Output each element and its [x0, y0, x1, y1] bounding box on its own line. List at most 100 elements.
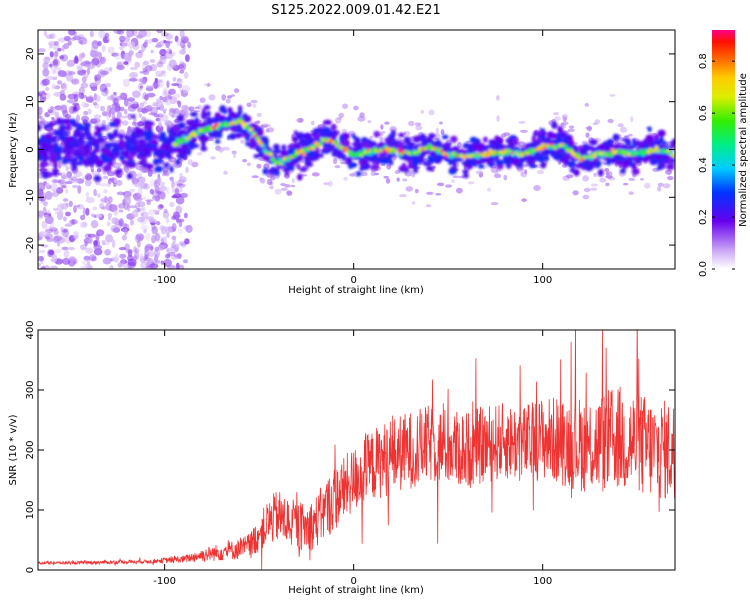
noise-blob	[145, 265, 153, 269]
halo-blob	[269, 185, 274, 190]
noise-blob	[59, 55, 65, 60]
band-blob	[96, 127, 102, 134]
noise-blob	[171, 222, 177, 232]
noise-blob	[156, 190, 162, 195]
noise-blob	[73, 171, 83, 178]
noise-blob	[144, 250, 150, 258]
noise-blob	[69, 219, 78, 225]
halo-blob	[475, 170, 483, 175]
band-blob	[540, 162, 547, 169]
noise-blob	[89, 30, 95, 38]
halo-blob	[270, 176, 276, 181]
spectrogram-ytick-label: 0	[25, 146, 36, 152]
halo-blob	[242, 159, 247, 163]
halo-blob	[617, 123, 624, 128]
noise-blob	[163, 258, 173, 267]
band-blob	[75, 161, 84, 166]
noise-blob	[71, 78, 80, 85]
band-blob	[503, 157, 512, 165]
halo-blob	[251, 175, 259, 179]
band-blob	[488, 139, 497, 145]
noise-blob	[86, 67, 91, 75]
noise-blob	[93, 93, 97, 101]
band-blob	[93, 175, 102, 182]
noise-blob	[179, 49, 187, 55]
noise-blob	[97, 40, 102, 47]
core-blob	[318, 141, 323, 146]
halo-blob	[521, 198, 527, 202]
noise-blob	[127, 249, 133, 257]
snr-xtick-label: 100	[533, 576, 552, 587]
band-blob	[651, 158, 658, 165]
halo-blob	[599, 178, 607, 183]
band-blob	[418, 151, 426, 159]
halo-blob	[644, 182, 651, 189]
noise-blob	[42, 94, 46, 98]
noise-blob	[79, 53, 85, 59]
noise-blob	[50, 182, 59, 192]
band-blob	[187, 126, 196, 132]
noise-blob	[100, 70, 109, 76]
halo-blob	[456, 187, 463, 194]
band-blob	[168, 136, 178, 143]
noise-blob	[63, 249, 70, 259]
halo-blob	[310, 120, 315, 126]
halo-blob	[386, 163, 392, 170]
band-blob	[319, 153, 324, 158]
noise-blob	[73, 205, 77, 213]
halo-blob	[247, 162, 251, 166]
noise-blob	[111, 256, 120, 262]
halo-blob	[53, 65, 59, 69]
noise-blob	[180, 192, 189, 199]
noise-blob	[51, 254, 58, 263]
halo-blob	[233, 152, 236, 159]
band-blob	[267, 168, 274, 174]
noise-blob	[171, 235, 177, 240]
noise-blob	[96, 168, 102, 173]
noise-blob	[141, 211, 149, 219]
noise-blob	[138, 30, 148, 38]
halo-blob	[57, 172, 63, 176]
noise-blob	[84, 179, 92, 187]
noise-blob	[154, 178, 159, 185]
noise-blob	[54, 248, 62, 254]
noise-blob	[149, 188, 154, 195]
noise-blob	[83, 103, 90, 108]
halo-blob	[154, 211, 160, 215]
noise-blob	[87, 174, 93, 180]
band-blob	[505, 138, 513, 144]
noise-blob	[172, 77, 177, 82]
band-blob	[118, 139, 126, 148]
band-blob	[212, 117, 221, 123]
noise-blob	[80, 62, 87, 67]
band-blob	[189, 111, 198, 117]
band-blob	[152, 158, 160, 165]
band-blob	[596, 144, 605, 151]
band-blob	[50, 136, 58, 143]
core-blob	[179, 139, 184, 144]
colorbar-tick-label: 0.4	[698, 157, 709, 173]
band-blob	[83, 143, 91, 151]
band-blob	[608, 144, 616, 150]
noise-blob	[160, 260, 164, 265]
noise-blob	[85, 263, 92, 269]
halo-blob	[628, 191, 634, 195]
spectrogram-ytick-label: 20	[25, 48, 36, 61]
band-blob	[219, 115, 226, 120]
halo-blob	[38, 90, 46, 95]
halo-blob	[68, 71, 76, 75]
halo-blob	[53, 207, 59, 212]
noise-blob	[82, 175, 88, 180]
halo-blob	[323, 182, 330, 186]
noise-blob	[119, 45, 124, 51]
halo-blob	[379, 136, 384, 142]
halo-blob	[439, 121, 443, 125]
halo-blob	[524, 169, 528, 175]
band-blob	[56, 117, 62, 123]
noise-blob	[164, 101, 171, 106]
noise-blob	[187, 41, 192, 49]
noise-blob	[111, 217, 119, 225]
band-blob	[392, 139, 397, 145]
noise-blob	[165, 217, 170, 224]
noise-blob	[156, 235, 164, 244]
